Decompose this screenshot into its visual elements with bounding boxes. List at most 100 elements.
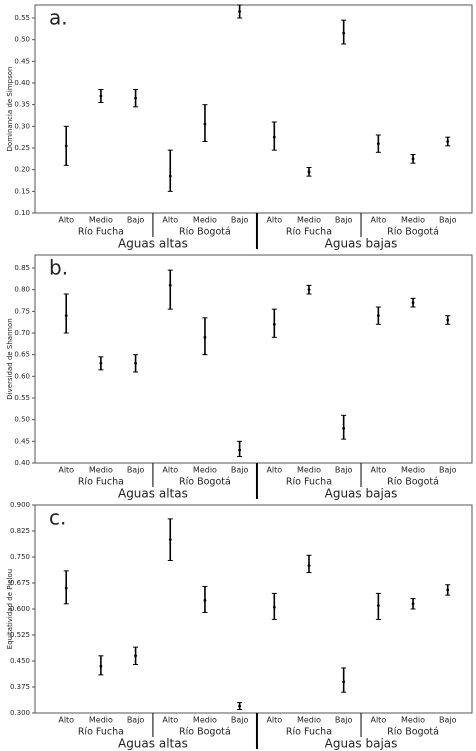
mean-point <box>272 322 276 326</box>
mean-point <box>446 588 450 592</box>
y-tick-label: 0.10 <box>14 209 30 217</box>
x-tick-label: Alto <box>370 216 386 225</box>
panel-label: a. <box>49 6 68 30</box>
x-tick-label: Medio <box>297 466 321 475</box>
mean-point <box>411 157 415 161</box>
mean-point <box>342 680 346 684</box>
group-label: Río Fucha <box>286 477 332 488</box>
x-tick-label: Alto <box>162 216 178 225</box>
x-tick-label: Medio <box>89 466 113 475</box>
mean-point <box>99 664 103 668</box>
y-tick-label: 0.75 <box>14 307 30 315</box>
mean-point <box>446 140 450 143</box>
mean-point <box>168 174 172 178</box>
mean-point <box>168 538 172 542</box>
y-tick-label: 0.375 <box>10 683 30 691</box>
mean-point <box>376 314 380 318</box>
y-tick-label: 0.15 <box>14 187 30 195</box>
x-tick-label: Medio <box>401 466 425 475</box>
mean-point <box>376 604 380 607</box>
mean-point <box>99 94 103 98</box>
group-label: Río Fucha <box>78 227 124 238</box>
y-tick-label: 0.45 <box>14 437 30 445</box>
x-tick-label: Alto <box>370 466 386 475</box>
y-tick-label: 0.45 <box>14 57 30 65</box>
super-group-label: Aguas bajas <box>325 737 398 751</box>
x-tick-label: Medio <box>193 716 217 725</box>
mean-point <box>134 361 137 365</box>
x-tick-label: Bajo <box>231 216 249 225</box>
mean-point <box>134 654 137 658</box>
mean-point <box>342 31 346 35</box>
y-tick-label: 0.900 <box>10 501 30 509</box>
mean-point <box>238 704 242 708</box>
x-tick-label: Medio <box>89 716 113 725</box>
y-tick-label: 0.825 <box>10 527 30 535</box>
mean-point <box>446 318 450 322</box>
mean-point <box>99 361 103 365</box>
y-tick-label: 0.600 <box>10 605 30 613</box>
y-tick-label: 0.60 <box>14 372 30 380</box>
y-tick-label: 0.525 <box>10 631 30 639</box>
x-tick-label: Bajo <box>335 216 353 225</box>
super-group-label: Aguas altas <box>118 737 188 751</box>
x-tick-label: Medio <box>89 216 113 225</box>
y-axis-label: Diversidad de Shannon <box>6 318 14 399</box>
group-label: Río Bogotá <box>179 227 231 238</box>
mean-point <box>307 564 311 568</box>
x-tick-label: Alto <box>162 466 178 475</box>
y-tick-label: 0.40 <box>14 79 30 87</box>
y-tick-label: 0.450 <box>10 657 30 665</box>
mean-point <box>64 314 68 318</box>
y-tick-label: 0.70 <box>14 329 30 337</box>
mean-point <box>238 10 242 13</box>
panel-label: b. <box>49 256 68 280</box>
mean-point <box>342 426 346 430</box>
x-tick-label: Bajo <box>335 716 353 725</box>
y-tick-label: 0.80 <box>14 286 30 294</box>
x-tick-label: Medio <box>297 216 321 225</box>
x-tick-label: Alto <box>58 466 74 475</box>
y-axis-label: Equitatividad de Pielou <box>6 569 14 649</box>
super-group-label: Aguas bajas <box>325 487 398 501</box>
mean-point <box>376 142 380 146</box>
x-tick-label: Medio <box>401 216 425 225</box>
mean-point <box>307 170 311 174</box>
mean-point <box>64 144 68 148</box>
y-tick-label: 0.65 <box>14 351 30 359</box>
x-tick-label: Medio <box>193 216 217 225</box>
y-tick-label: 0.20 <box>14 166 30 174</box>
plot-frame <box>34 4 473 214</box>
y-tick-label: 0.55 <box>14 394 30 402</box>
group-label: Río Bogotá <box>387 227 439 238</box>
mean-point <box>272 135 276 139</box>
group-label: Río Bogotá <box>387 477 439 488</box>
x-tick-label: Medio <box>401 716 425 725</box>
y-tick-label: 0.675 <box>10 579 30 587</box>
group-label: Río Fucha <box>286 727 332 738</box>
super-group-label: Aguas altas <box>118 487 188 501</box>
mean-point <box>203 122 207 126</box>
x-tick-label: Medio <box>297 716 321 725</box>
y-tick-label: 0.40 <box>14 459 30 467</box>
x-tick-label: Bajo <box>439 466 457 475</box>
mean-point <box>168 283 172 287</box>
x-tick-label: Bajo <box>127 716 145 725</box>
group-label: Río Fucha <box>78 727 124 738</box>
super-group-label: Aguas bajas <box>325 237 398 251</box>
y-tick-label: 0.50 <box>14 36 30 44</box>
mean-point <box>64 586 68 590</box>
mean-point <box>238 448 242 452</box>
x-tick-label: Alto <box>162 716 178 725</box>
x-tick-label: Alto <box>266 716 282 725</box>
y-tick-label: 0.85 <box>14 264 30 272</box>
mean-point <box>203 598 207 602</box>
x-tick-label: Alto <box>370 716 386 725</box>
mean-point <box>307 288 311 292</box>
x-tick-label: Alto <box>266 216 282 225</box>
x-tick-label: Bajo <box>439 716 457 725</box>
x-tick-label: Bajo <box>127 216 145 225</box>
group-label: Río Bogotá <box>387 727 439 738</box>
mean-point <box>411 301 415 305</box>
plot-frame <box>34 254 473 464</box>
